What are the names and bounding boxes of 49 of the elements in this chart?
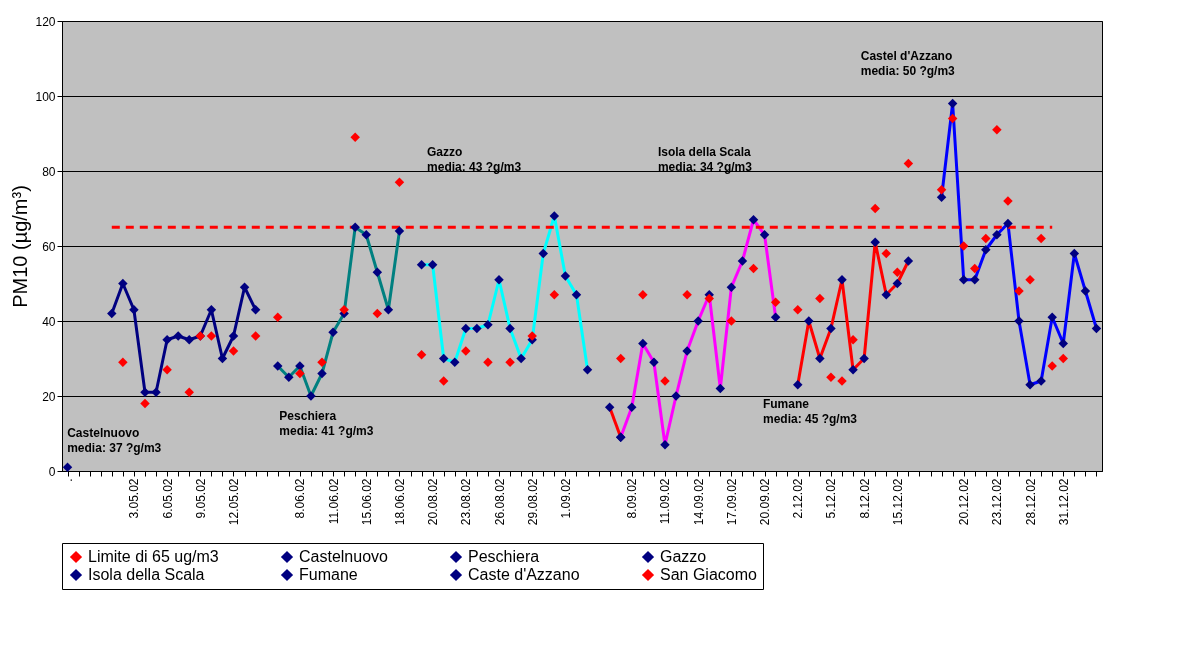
x-tick-label: 3.05.02 (127, 478, 142, 519)
legend-label: Castelnuovo (299, 548, 389, 565)
x-tick-label: 9.05.02 (193, 478, 208, 519)
y-axis-title: PM10 (µg/m³) (9, 185, 32, 308)
annotation: Castel d'Azzano media: 50 ?g/m3 (860, 48, 956, 78)
x-tick-label: 15.12.02 (890, 478, 905, 526)
x-tick-label: 23.12.02 (990, 478, 1005, 526)
x-tick-label: 26.08.02 (492, 478, 507, 526)
x-tick-label: 2.12.02 (791, 478, 806, 519)
x-tick-label: 8.09.02 (625, 478, 640, 519)
legend-label: Isola della Scala (88, 566, 205, 583)
x-tick-label: 8.12.02 (857, 478, 872, 519)
x-tick-label: 12.05.02 (226, 478, 241, 526)
x-tick-label: 29.08.02 (525, 478, 540, 526)
legend-label: Gazzo (660, 548, 707, 565)
y-tick-label: 0 (48, 464, 56, 479)
x-tick-label: 18.06.02 (392, 478, 407, 526)
x-tick-label: 20.12.02 (957, 478, 972, 526)
annotation: Isola della Scala media: 34 ?g/m3 (657, 144, 753, 174)
legend-label: Caste d'Azzano (468, 566, 580, 583)
x-tick-label: 23.08.02 (459, 478, 474, 526)
annotation: Gazzo media: 43 ?g/m3 (427, 144, 522, 174)
x-tick-label: 28.12.02 (1023, 478, 1038, 526)
y-tick-label: 80 (42, 164, 56, 179)
y-tick-label: 60 (42, 239, 56, 254)
x-tick-label: 31.12.02 (1056, 478, 1071, 526)
x-tick-label: 8.06.02 (293, 478, 308, 519)
x-tick-label: 20.08.02 (426, 478, 441, 526)
annotation: Castelnuovo media: 37 ?g/m3 (67, 426, 162, 456)
y-tick-label: 20 (42, 389, 56, 404)
x-tick-label: 1.09.02 (558, 478, 573, 519)
x-tick-label: 5.12.02 (824, 478, 839, 519)
y-tick-label: 100 (35, 89, 56, 104)
annotation: Fumane media: 45 ?g/m3 (762, 397, 858, 426)
legend-label: Fumane (299, 566, 358, 583)
x-tick-label: 15.06.02 (359, 478, 374, 526)
x-tick-label: 17.09.02 (724, 478, 739, 526)
x-tick-label: . (61, 478, 76, 482)
x-tick-label: 11.09.02 (658, 478, 673, 525)
x-tick-label: 14.09.02 (691, 478, 706, 526)
x-tick-label: 11.06.02 (326, 478, 341, 525)
annotation: Peschiera media: 41 ?g/m3 (279, 409, 374, 439)
legend-label: Peschiera (468, 548, 540, 565)
y-tick-label: 120 (35, 14, 56, 29)
y-tick-label: 40 (42, 314, 56, 329)
x-tick-label: 6.05.02 (160, 478, 175, 519)
legend-label: San Giacomo (660, 566, 758, 583)
x-tick-label: 20.09.02 (758, 478, 773, 526)
legend-label: Limite di 65 ug/m3 (88, 548, 219, 565)
